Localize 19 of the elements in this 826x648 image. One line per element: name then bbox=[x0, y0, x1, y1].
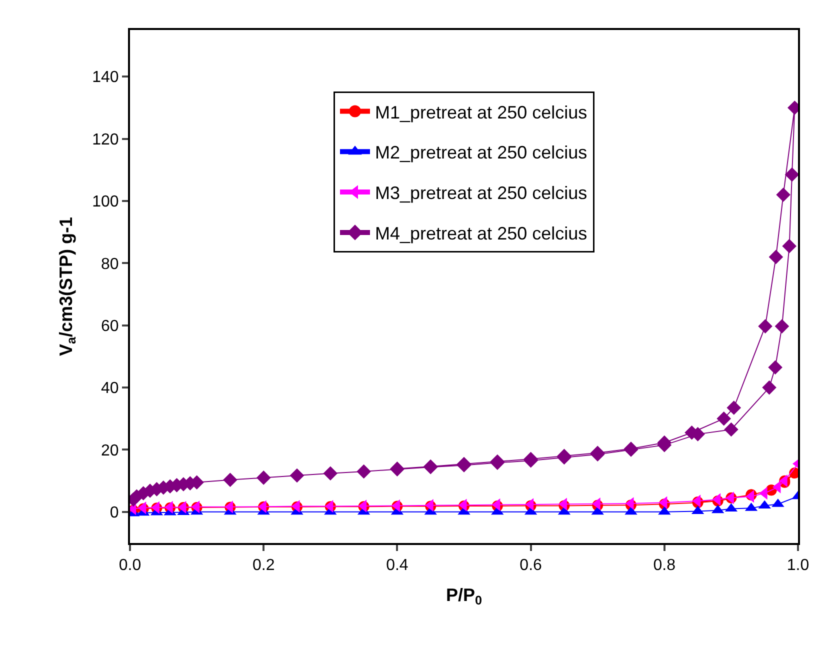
legend-label: M1_pretreat at 250 celcius bbox=[375, 102, 588, 122]
legend-label: M2_pretreat at 250 celcius bbox=[375, 142, 588, 163]
legend-label: M3_pretreat at 250 celcius bbox=[375, 183, 588, 204]
x-tick-label: 0.2 bbox=[252, 557, 275, 574]
y-tick-label: 140 bbox=[92, 69, 119, 86]
y-tick-label: 80 bbox=[101, 256, 119, 273]
y-tick-label: 0 bbox=[110, 504, 119, 522]
x-tick-label: 0.4 bbox=[386, 557, 408, 574]
y-tick-label: 20 bbox=[101, 442, 119, 460]
y-tick-label: 60 bbox=[101, 318, 119, 335]
x-axis-title: P/P$_{0}$ bbox=[446, 584, 482, 608]
y-tick-label: 100 bbox=[92, 194, 119, 211]
x-tick-label: 1.0 bbox=[786, 557, 810, 574]
x-tick-label: 0.8 bbox=[653, 557, 676, 574]
y-tick-label: 40 bbox=[101, 380, 119, 398]
y-tick-label: 120 bbox=[92, 131, 119, 148]
legend-label: M4_pretreat at 250 celcius bbox=[375, 223, 588, 244]
x-tick-label: 0.6 bbox=[520, 557, 542, 574]
x-tick-label: 0.0 bbox=[118, 557, 142, 574]
